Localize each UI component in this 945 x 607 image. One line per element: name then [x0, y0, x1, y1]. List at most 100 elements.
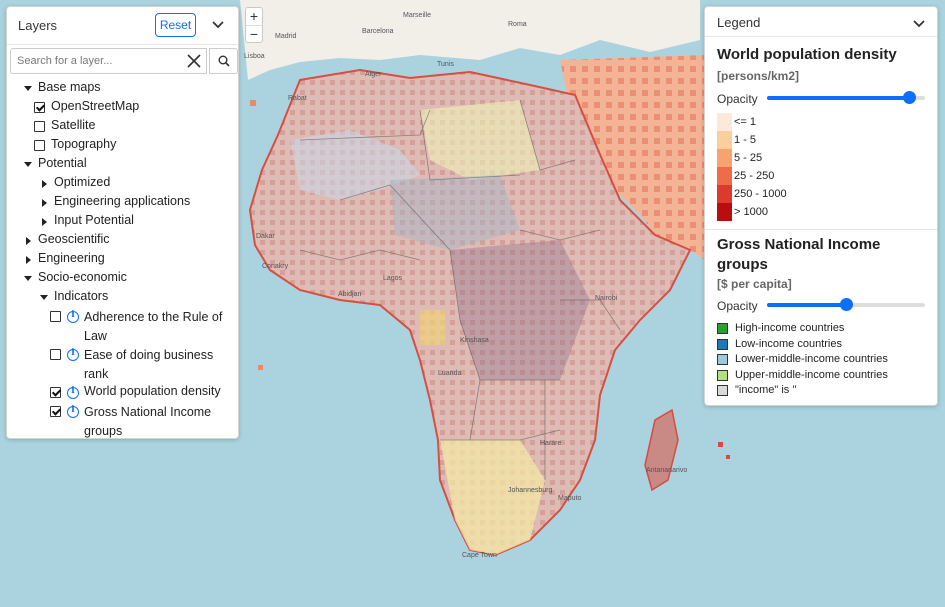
- place-label: Roma: [508, 21, 527, 28]
- tree-group-socio-economic[interactable]: Socio-economic: [23, 270, 127, 289]
- gni-class-swatch: [717, 369, 728, 381]
- checkbox[interactable]: [50, 311, 61, 322]
- place-label: Dakar: [256, 233, 275, 240]
- search-button[interactable]: [209, 48, 238, 74]
- caret-right-icon[interactable]: [23, 251, 33, 270]
- tree-group-base-maps[interactable]: Base maps: [23, 80, 101, 99]
- legend-panel: Legend World population density [persons…: [704, 6, 938, 406]
- gni-class-label: "income" is '': [735, 384, 797, 396]
- population-class-label: 5 - 25: [734, 152, 763, 164]
- info-icon[interactable]: [67, 405, 79, 418]
- gni-class-swatch: [717, 385, 728, 396]
- search-input[interactable]: [10, 48, 207, 74]
- gni-class-swatch: [717, 354, 728, 365]
- search-icon: [218, 55, 230, 67]
- population-class-label: 1 - 5: [734, 134, 757, 146]
- info-icon[interactable]: [67, 348, 79, 361]
- tree-label: Geoscientific: [38, 232, 110, 246]
- place-label: Madrid: [275, 33, 297, 40]
- info-icon[interactable]: [67, 386, 79, 399]
- population-class-swatch: [717, 149, 732, 167]
- caret-right-icon[interactable]: [23, 232, 33, 251]
- caret-down-icon[interactable]: [39, 289, 49, 308]
- gni-opacity-slider[interactable]: [767, 298, 925, 311]
- caret-right-icon[interactable]: [39, 213, 49, 232]
- place-label: Lagos: [383, 275, 403, 282]
- layer-satellite[interactable]: Satellite: [34, 118, 95, 137]
- arabia-density: [560, 55, 705, 260]
- layer-openstreetmap[interactable]: OpenStreetMap: [34, 99, 139, 118]
- zoom-in-button[interactable]: +: [249, 8, 259, 24]
- gni-class-label: Low-income countries: [735, 337, 842, 350]
- chevron-down-icon[interactable]: [211, 18, 227, 32]
- caret-down-icon[interactable]: [23, 270, 33, 289]
- central-low: [450, 240, 590, 380]
- slider-thumb[interactable]: [903, 91, 917, 104]
- checkbox[interactable]: [34, 140, 45, 151]
- population-class-label: 25 - 250: [734, 170, 775, 182]
- population-opacity-slider[interactable]: [767, 91, 925, 104]
- tree-group-engineering-applications[interactable]: Engineering applications: [39, 194, 190, 213]
- population-class-swatch: [717, 185, 732, 203]
- population-opacity-label: Opacity: [717, 92, 758, 106]
- slider-fill: [767, 303, 846, 307]
- place-label: Maputo: [558, 495, 581, 502]
- tree-group-potential[interactable]: Potential: [23, 156, 87, 175]
- caret-down-icon[interactable]: [23, 80, 33, 99]
- place-label: Kinshasa: [460, 337, 489, 344]
- place-label: Antananarivo: [646, 467, 687, 474]
- tree-label: Engineering applications: [54, 194, 191, 208]
- place-label: Conakry: [262, 263, 289, 270]
- population-class-swatch: [717, 167, 732, 185]
- caret-down-icon[interactable]: [23, 156, 33, 175]
- place-label: Harare: [540, 440, 562, 447]
- gni-class-label: Lower-middle-income countries: [735, 353, 888, 365]
- checkbox[interactable]: [50, 406, 61, 417]
- population-legend-unit: [persons/km2]: [717, 69, 800, 83]
- layer-ease-business[interactable]: Ease of doing business rank: [50, 346, 229, 384]
- gni-class-swatch: [717, 338, 728, 350]
- island: [250, 100, 256, 106]
- place-label: Abidjan: [338, 291, 361, 298]
- layer-label: Satellite: [51, 118, 96, 132]
- info-icon[interactable]: [67, 310, 79, 323]
- checkbox[interactable]: [34, 121, 45, 132]
- tree-group-input-potential[interactable]: Input Potential: [39, 213, 134, 232]
- population-class-swatch: [717, 131, 732, 149]
- layer-gni-groups[interactable]: Gross National Income groups: [50, 403, 229, 438]
- caret-right-icon[interactable]: [39, 175, 49, 194]
- tree-group-geoscientific[interactable]: Geoscientific: [23, 232, 110, 251]
- layers-panel: Layers Reset Base maps OpenStreetMap Sat…: [6, 6, 239, 439]
- tree-group-indicators[interactable]: Indicators: [39, 289, 108, 308]
- layer-label: Ease of doing business rank: [84, 348, 214, 381]
- place-label: Barcelona: [362, 28, 394, 35]
- checkbox[interactable]: [50, 387, 61, 398]
- legend-title: Legend: [717, 15, 761, 30]
- caret-right-icon[interactable]: [39, 194, 49, 213]
- gabon-upper-middle: [420, 310, 445, 345]
- niger-chad-low: [390, 175, 520, 250]
- close-icon[interactable]: [186, 53, 202, 69]
- slider-thumb[interactable]: [840, 298, 853, 311]
- checkbox[interactable]: [34, 102, 45, 113]
- population-class-label: 250 - 1000: [734, 188, 787, 200]
- tree-group-engineering[interactable]: Engineering: [23, 251, 105, 270]
- population-class-swatch: [717, 113, 732, 131]
- place-label: Cape Town: [462, 552, 497, 559]
- reset-button[interactable]: Reset: [155, 13, 196, 37]
- zoom-out-button[interactable]: −: [246, 25, 262, 42]
- chevron-down-icon[interactable]: [912, 17, 926, 29]
- place-label: Johannesburg: [508, 487, 552, 494]
- layer-label: Gross National Income groups: [84, 405, 212, 438]
- population-class-label: > 1000: [734, 206, 768, 218]
- layer-topography[interactable]: Topography: [34, 137, 116, 156]
- place-label: Marseille: [403, 12, 431, 19]
- libya-upper-middle: [420, 100, 540, 180]
- checkbox[interactable]: [50, 349, 61, 360]
- layer-rule-of-law[interactable]: Adherence to the Rule of Law: [50, 308, 229, 346]
- place-label: Luanda: [438, 370, 461, 377]
- layer-population-density[interactable]: World population density: [50, 384, 221, 403]
- tree-label: Input Potential: [54, 213, 134, 227]
- gni-class-label: Upper-middle-income countries: [735, 368, 888, 381]
- tree-group-optimized[interactable]: Optimized: [39, 175, 110, 194]
